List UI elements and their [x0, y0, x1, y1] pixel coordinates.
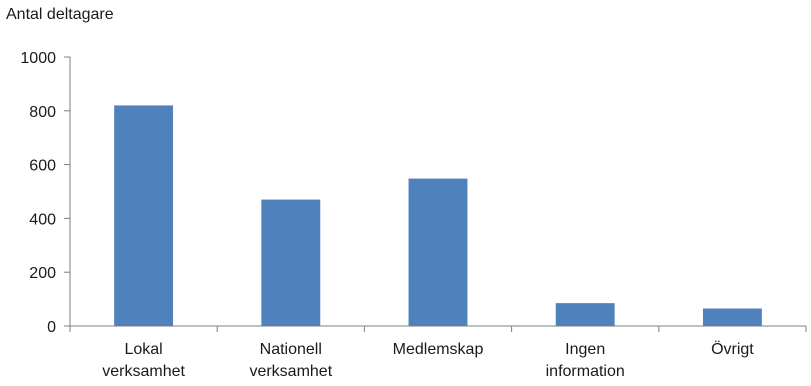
- bar: [702, 308, 762, 326]
- y-tick-label: 800: [29, 104, 56, 121]
- x-tick-label: Övrigt: [711, 340, 754, 358]
- bars: [114, 105, 762, 326]
- x-tick-labels: Lokal verksamhet Nationell verksamhet Medlem…: [102, 340, 754, 380]
- x-tick-label: Ingen: [565, 341, 605, 358]
- y-tick-label: 1000: [20, 50, 56, 67]
- x-tick-label: Nationell: [260, 341, 322, 358]
- x-tick-label: verksamhet: [102, 363, 185, 380]
- x-tick-label: Medlemskap: [393, 341, 484, 358]
- bar: [555, 303, 615, 326]
- y-tick-labels: 0 200 400 600 800 1000: [20, 50, 56, 336]
- x-tick-label: verksamhet: [249, 363, 332, 380]
- bar: [114, 105, 174, 326]
- y-tick-label: 0: [47, 319, 56, 336]
- y-axis-title: Antal deltagare: [6, 6, 114, 23]
- bar: [408, 178, 468, 326]
- y-tick-label: 600: [29, 158, 56, 175]
- bar: [261, 199, 321, 326]
- x-tick-label: information: [546, 363, 625, 380]
- y-tick-label: 400: [29, 211, 56, 228]
- x-tick-label: Lokal: [124, 341, 162, 358]
- y-tick-label: 200: [29, 265, 56, 282]
